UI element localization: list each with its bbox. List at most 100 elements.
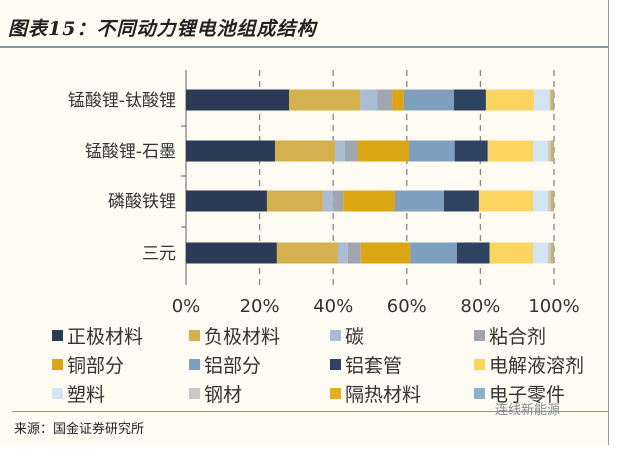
bar-segment <box>552 89 554 111</box>
chart-frame <box>0 0 609 445</box>
legend-item: 铝套管 <box>330 351 402 378</box>
bar-segment <box>456 242 490 264</box>
bar-segment <box>395 190 444 212</box>
bar-segment <box>289 89 361 111</box>
bar-segment <box>548 140 552 162</box>
bar-segment <box>478 190 534 212</box>
legend-item: 粘合剂 <box>474 322 546 349</box>
legend-label: 电子零件 <box>489 384 566 406</box>
bar-segment <box>443 190 479 212</box>
x-tick-label: 20% <box>240 296 280 317</box>
legend-swatch <box>52 330 63 341</box>
bar-segment <box>533 140 549 162</box>
legend-item: 碳 <box>330 322 364 349</box>
bar-segment <box>552 190 554 212</box>
bar-segment <box>337 242 348 264</box>
legend-label: 粘合剂 <box>489 326 547 348</box>
legend-swatch <box>189 330 200 341</box>
legend-swatch <box>474 388 485 399</box>
legend-label: 铝套管 <box>345 355 403 377</box>
bar-segment <box>551 140 553 162</box>
legend-label: 隔热材料 <box>345 384 422 406</box>
legend-swatch <box>189 388 200 399</box>
bar-segment <box>266 190 323 212</box>
watermark: 连线新能源 <box>495 403 561 418</box>
bar-segment <box>552 140 554 162</box>
legend-item: 塑料 <box>52 380 105 407</box>
legend-swatch <box>330 359 341 370</box>
x-tick-label: 60% <box>387 296 427 317</box>
legend-label: 负极材料 <box>204 326 281 348</box>
legend-swatch <box>474 330 485 341</box>
bar-segment <box>360 242 411 264</box>
bar-segment <box>534 89 550 111</box>
legend-swatch <box>52 388 63 399</box>
bar-segment <box>335 140 345 162</box>
bar-segment <box>343 190 396 212</box>
bar-segment <box>409 140 455 162</box>
bar-segment <box>322 190 334 212</box>
legend-label: 铜部分 <box>67 355 125 377</box>
legend-label: 碳 <box>345 326 365 348</box>
legend-swatch <box>189 359 200 370</box>
bar-segment <box>548 242 552 264</box>
bar-segment <box>551 190 553 212</box>
bar-segment <box>454 140 488 162</box>
bar-segment <box>357 140 410 162</box>
legend-swatch <box>330 388 341 399</box>
bar-segment <box>410 242 457 264</box>
source-divider <box>12 411 608 412</box>
bar-segment <box>186 140 276 162</box>
bar-segment <box>552 242 554 264</box>
legend-item: 钢材 <box>189 380 242 407</box>
legend-swatch <box>330 330 341 341</box>
x-tick-label: 40% <box>313 296 353 317</box>
bar-segment <box>344 140 358 162</box>
bar-segment <box>186 89 290 111</box>
source-note: 来源：国金证券研究所 <box>14 422 145 437</box>
bar-segment <box>533 190 549 212</box>
bar-segment <box>377 89 393 111</box>
legend-item: 负极材料 <box>189 322 280 349</box>
bar-segment <box>360 89 378 111</box>
title-divider <box>0 46 608 48</box>
legend-item: 电解液溶剂 <box>474 351 584 378</box>
legend-swatch <box>474 359 485 370</box>
legend-item: 铝部分 <box>189 351 261 378</box>
legend-label: 正极材料 <box>67 326 144 348</box>
legend-label: 电解液溶剂 <box>489 355 585 377</box>
x-tick-label: 0% <box>172 296 201 317</box>
category-label: 锰酸锂-石墨 <box>85 142 176 162</box>
bar-segment <box>186 190 267 212</box>
category-label: 磷酸铁锂 <box>108 192 176 212</box>
bar-segment <box>403 89 454 111</box>
legend-label: 铝部分 <box>204 355 262 377</box>
bar-segment <box>487 140 534 162</box>
bar-segment <box>533 242 549 264</box>
x-tick-label: 80% <box>460 296 500 317</box>
legend-item: 电子零件 <box>474 380 565 407</box>
bar-segment <box>275 140 336 162</box>
legend-item: 铜部分 <box>52 351 124 378</box>
bar-segment <box>333 190 344 212</box>
bar-segment <box>347 242 361 264</box>
x-tick-label: 100% <box>528 296 579 317</box>
bar-segment <box>548 190 552 212</box>
category-label: 锰酸锂-钛酸锂 <box>68 91 176 111</box>
legend-item: 正极材料 <box>52 322 143 349</box>
bar-segment <box>549 89 552 111</box>
category-label: 三元 <box>142 244 176 264</box>
bar-segment <box>551 242 553 264</box>
chart-title: 图表15：不同动力锂电池组成结构 <box>8 18 317 40</box>
bar-segment <box>489 242 534 264</box>
legend-label: 钢材 <box>204 384 243 406</box>
bar-segment <box>485 89 535 111</box>
legend-swatch <box>52 359 63 370</box>
bar-segment <box>453 89 486 111</box>
bar-segment <box>551 89 553 111</box>
legend-item: 隔热材料 <box>330 380 421 407</box>
bar-segment <box>276 242 338 264</box>
bar-segment <box>186 242 277 264</box>
bar-segment <box>392 89 404 111</box>
